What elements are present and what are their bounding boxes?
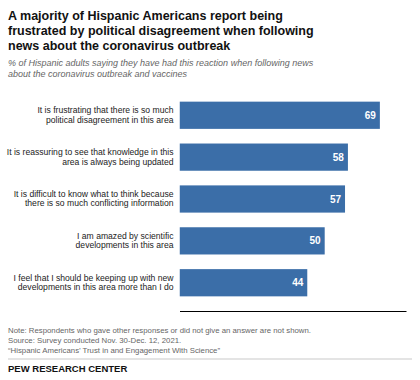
data-label: 58 <box>333 152 345 163</box>
y-axis: It is frustrating that there is so muchp… <box>7 105 175 292</box>
y-tick-label: I am amazed by scientificdevelopments in… <box>76 231 175 250</box>
y-tick-label: It is difficult to know what to think be… <box>14 189 174 208</box>
source: PEW RESEARCH CENTER <box>8 363 127 374</box>
y-tick: It is frustrating that there is so muchp… <box>37 105 173 124</box>
bar <box>180 269 308 296</box>
y-tick: I am amazed by scientificdevelopments in… <box>76 231 175 250</box>
bar <box>180 102 380 129</box>
text-line: developments in this area more than I do <box>18 282 174 292</box>
y-tick-label: I feel that I should be keeping up with … <box>13 273 174 292</box>
bar <box>180 144 348 171</box>
bar <box>180 227 325 254</box>
data-label: 50 <box>310 235 322 246</box>
x-axis-line <box>180 311 406 312</box>
data-labels: 69 58 57 50 44 <box>292 110 376 288</box>
text-line: about the coronavirus outbreak and vacci… <box>8 69 188 79</box>
subtitle: % of Hispanic adults saying they have ha… <box>8 58 314 79</box>
y-tick: It is reassuring to see that knowledge i… <box>7 147 174 166</box>
chart: A majority of Hispanic Americans report … <box>0 0 420 380</box>
x-axis <box>180 311 406 312</box>
text-line: A majority of Hispanic Americans report … <box>8 9 283 23</box>
text-line: there is so much conflicting information <box>25 198 174 208</box>
note: Note: Respondents who gave other respons… <box>8 326 311 335</box>
text-line: news about the coronavirus outbreak <box>8 39 230 53</box>
note: “Hispanic Americans’ Trust in and Engage… <box>8 346 220 355</box>
bars <box>180 102 380 297</box>
y-tick: I feel that I should be keeping up with … <box>13 273 174 292</box>
data-label: 44 <box>292 277 304 288</box>
y-tick-label: It is frustrating that there is so muchp… <box>37 105 173 124</box>
y-tick-label: It is reassuring to see that knowledge i… <box>7 147 174 166</box>
text-line: developments in this area <box>76 240 174 250</box>
note: Source: Survey conducted Nov. 30-Dec. 12… <box>8 336 181 345</box>
y-tick: It is difficult to know what to think be… <box>14 189 174 208</box>
text-line: % of Hispanic adults saying they have ha… <box>8 58 314 68</box>
data-label: 57 <box>330 194 342 205</box>
separator <box>8 359 412 360</box>
title: A majority of Hispanic Americans report … <box>8 9 314 53</box>
text-line: frustrated by political disagreement whe… <box>8 24 314 38</box>
text-line: area is always being updated <box>62 157 174 167</box>
data-label: 69 <box>365 110 377 121</box>
text-line: political disagreement in this area <box>46 115 174 125</box>
bar <box>180 185 346 212</box>
